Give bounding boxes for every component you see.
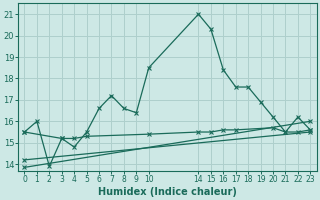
X-axis label: Humidex (Indice chaleur): Humidex (Indice chaleur) [98, 187, 237, 197]
